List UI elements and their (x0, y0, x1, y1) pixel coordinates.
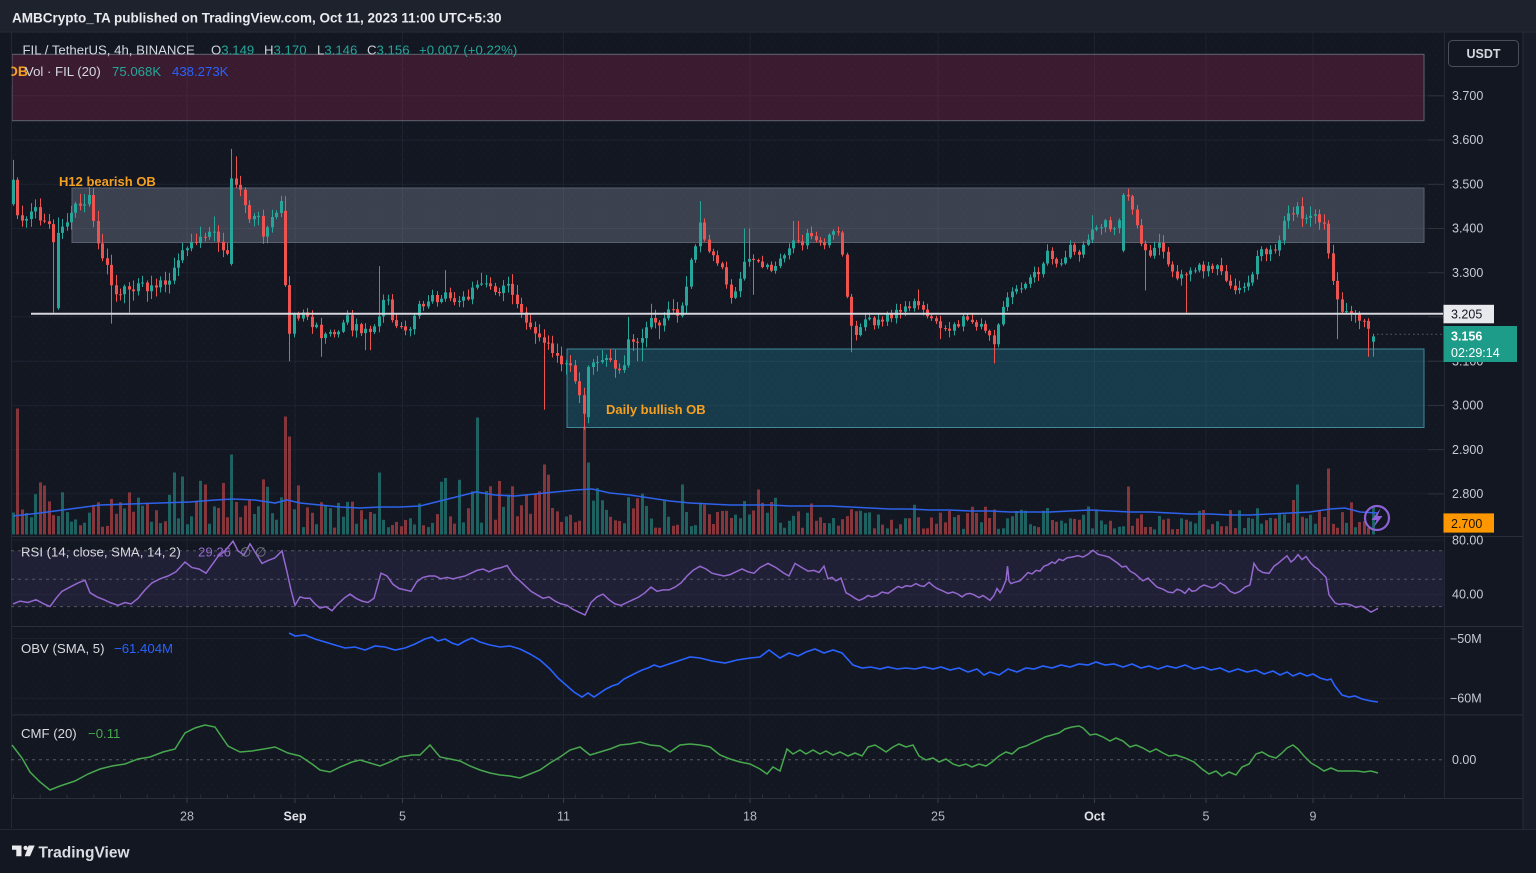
svg-text:TradingView: TradingView (39, 845, 131, 862)
svg-text:3.400: 3.400 (1452, 222, 1483, 236)
svg-text:Oct: Oct (1084, 810, 1106, 824)
svg-text:L3.146: L3.146 (317, 43, 357, 58)
svg-text:02:29:14: 02:29:14 (1451, 346, 1500, 360)
svg-text:RSI (14, close, SMA, 14, 2): RSI (14, close, SMA, 14, 2) (21, 545, 181, 560)
svg-text:3.600: 3.600 (1452, 133, 1483, 147)
svg-text:Sep: Sep (284, 810, 307, 824)
svg-text:H12 bearish OB: H12 bearish OB (59, 174, 156, 189)
svg-text:−0.11: −0.11 (88, 726, 120, 741)
svg-text:Vol · FIL (20): Vol · FIL (20) (25, 64, 101, 79)
svg-text:+0.007 (+0.22%): +0.007 (+0.22%) (419, 43, 517, 58)
svg-text:3.500: 3.500 (1452, 178, 1483, 192)
svg-text:2.700: 2.700 (1451, 517, 1482, 531)
svg-text:3.205: 3.205 (1451, 308, 1482, 322)
svg-text:3.300: 3.300 (1452, 266, 1483, 280)
svg-text:CMF (20): CMF (20) (21, 726, 77, 741)
svg-text:3.700: 3.700 (1452, 89, 1483, 103)
svg-text:O3.149: O3.149 (211, 43, 254, 58)
svg-text:Daily bullish OB: Daily bullish OB (606, 402, 706, 417)
svg-text:2.800: 2.800 (1452, 487, 1483, 501)
svg-text:29.26: 29.26 (198, 545, 231, 560)
svg-text:25: 25 (931, 810, 945, 824)
svg-text:75.068K: 75.068K (112, 64, 161, 79)
svg-text:−60M: −60M (1450, 692, 1482, 706)
svg-text:80.00: 80.00 (1452, 533, 1483, 547)
svg-text:−61.404M: −61.404M (114, 641, 173, 656)
svg-text:2.900: 2.900 (1452, 443, 1483, 457)
svg-text:5: 5 (399, 810, 406, 824)
svg-text:∅ ∅: ∅ ∅ (240, 545, 267, 560)
svg-text:OB: OB (7, 63, 28, 79)
svg-text:H3.170: H3.170 (264, 43, 307, 58)
svg-text:0.00: 0.00 (1452, 753, 1476, 767)
svg-text:OBV (SMA, 5): OBV (SMA, 5) (21, 641, 105, 656)
svg-text:AMBCrypto_TA published on Trad: AMBCrypto_TA published on TradingView.co… (12, 11, 502, 26)
svg-text:3.156: 3.156 (1451, 329, 1482, 343)
svg-text:−50M: −50M (1450, 632, 1482, 646)
svg-text:18: 18 (743, 810, 757, 824)
svg-text:C3.156: C3.156 (367, 43, 410, 58)
svg-text:FIL / TetherUS, 4h, BINANCE: FIL / TetherUS, 4h, BINANCE (23, 43, 195, 58)
svg-text:28: 28 (180, 810, 194, 824)
svg-text:11: 11 (557, 810, 570, 824)
svg-text:USDT: USDT (1466, 47, 1500, 61)
svg-text:438.273K: 438.273K (172, 64, 229, 79)
svg-text:9: 9 (1310, 810, 1317, 824)
svg-text:3.000: 3.000 (1452, 399, 1483, 413)
svg-text:40.00: 40.00 (1452, 587, 1483, 601)
svg-text:5: 5 (1203, 810, 1210, 824)
